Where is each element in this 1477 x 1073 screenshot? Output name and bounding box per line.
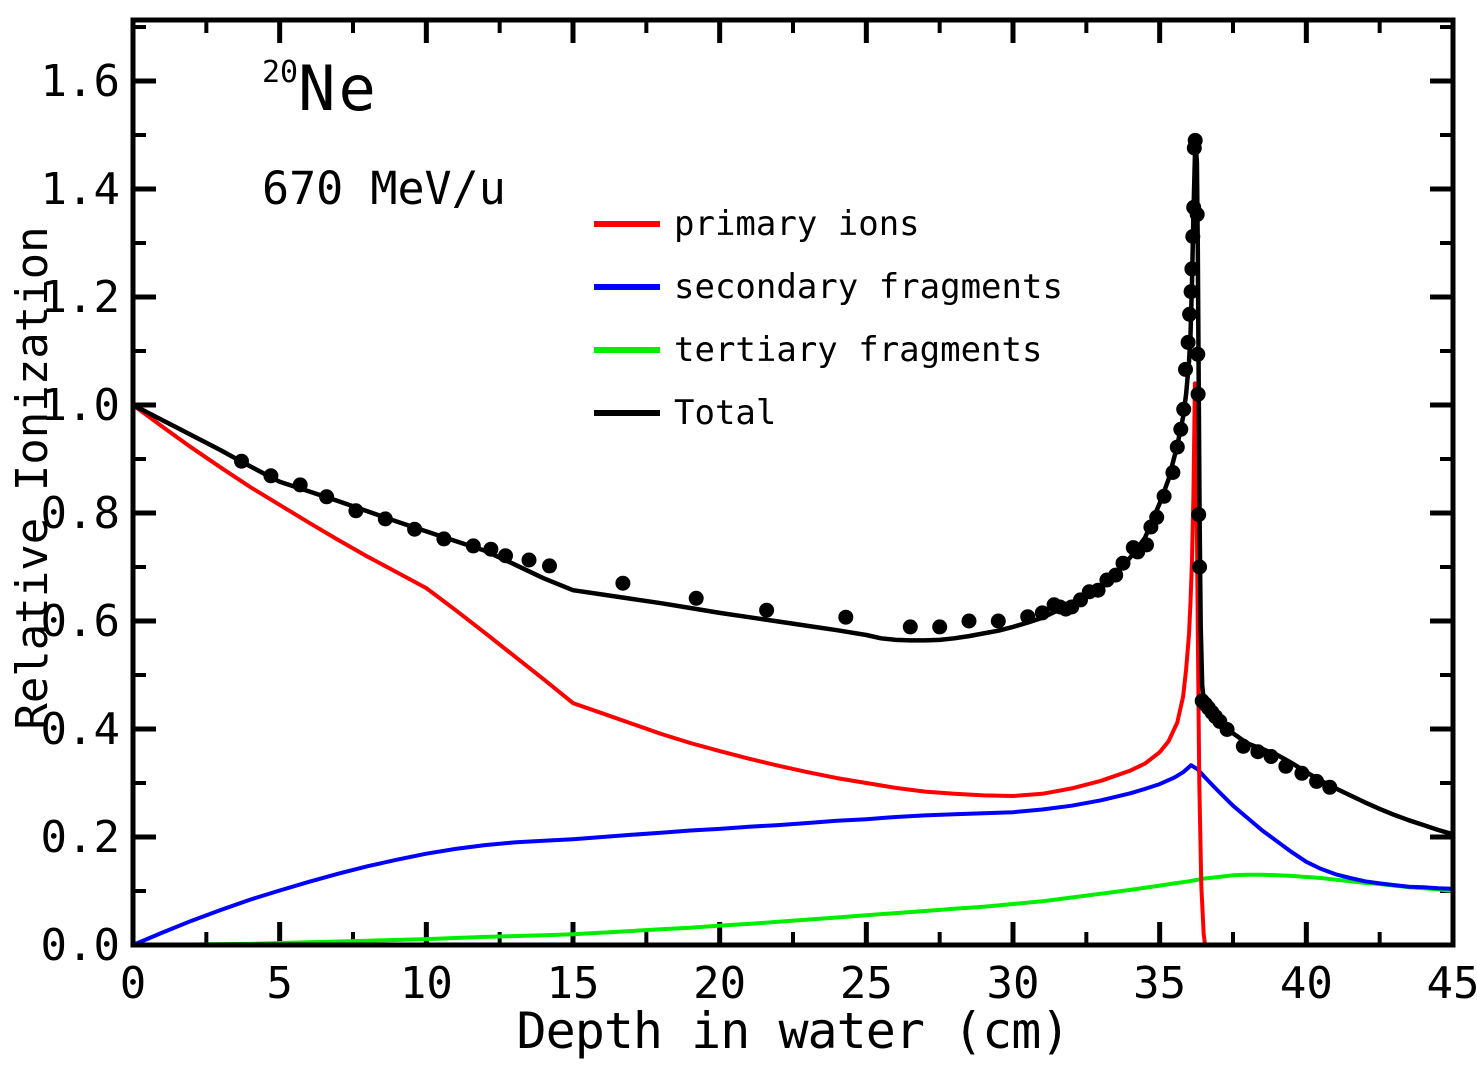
legend-swatch-secondary-fragments <box>594 284 660 290</box>
y-tick-label: 1.6 <box>41 56 120 107</box>
legend: primary ions secondary fragments tertiary … <box>594 207 1063 459</box>
data-point <box>1309 773 1325 789</box>
data-point <box>465 538 481 554</box>
x-tick-label: 20 <box>693 958 746 1009</box>
data-point <box>1187 132 1203 148</box>
data-point <box>319 489 335 505</box>
data-point <box>1173 421 1189 437</box>
y-tick-label: 0.6 <box>41 596 120 647</box>
data-point <box>1115 555 1131 571</box>
data-point <box>1034 605 1050 621</box>
y-tick-label: 0.2 <box>41 812 120 863</box>
data-point <box>759 602 775 618</box>
legend-item-primary-ions: primary ions <box>594 207 1063 241</box>
data-point <box>1182 306 1198 322</box>
legend-label-secondary-fragments: secondary fragments <box>674 267 1063 307</box>
tertiary-fragments-curve <box>131 872 1455 947</box>
data-point <box>615 575 631 591</box>
data-point <box>990 613 1006 629</box>
x-tick-label: 15 <box>547 958 600 1009</box>
data-point <box>1169 439 1185 455</box>
axis-ticks <box>130 20 1456 948</box>
data-point <box>542 558 557 574</box>
measured-data-points <box>234 132 1338 795</box>
legend-label-primary-ions: primary ions <box>674 204 920 244</box>
data-point <box>436 531 452 547</box>
data-point <box>1090 582 1106 598</box>
data-point <box>263 468 279 484</box>
data-point <box>1250 744 1266 760</box>
y-tick-label: 0.0 <box>41 920 120 971</box>
y-tick-label: 0.4 <box>41 704 120 755</box>
data-point <box>1165 465 1181 480</box>
x-tick-label: 40 <box>1280 958 1333 1009</box>
x-tick-label: 5 <box>266 958 293 1009</box>
y-tick-label: 0.8 <box>41 488 120 539</box>
data-point <box>932 619 948 635</box>
data-point <box>1190 346 1206 362</box>
x-tick-label: 35 <box>1133 958 1186 1009</box>
legend-item-secondary-fragments: secondary fragments <box>594 270 1063 304</box>
data-point <box>377 511 393 527</box>
data-point <box>961 613 977 629</box>
data-point <box>1190 386 1206 402</box>
data-point <box>1176 401 1192 417</box>
data-point <box>1149 509 1165 525</box>
data-point <box>1294 765 1310 781</box>
x-tick-label: 45 <box>1427 958 1477 1009</box>
data-point <box>483 541 499 557</box>
data-point <box>1185 229 1201 244</box>
data-point <box>407 521 423 537</box>
data-point <box>1183 284 1199 300</box>
data-point <box>1156 488 1172 504</box>
data-point <box>1180 334 1196 350</box>
data-point <box>1192 559 1208 575</box>
isotope-title: 20Ne <box>262 58 379 120</box>
legend-swatch-primary-ions <box>594 221 660 227</box>
x-tick-label: 25 <box>840 958 893 1009</box>
legend-label-tertiary-fragments: tertiary fragments <box>674 330 1043 370</box>
beam-energy-label: 670 MeV/u <box>262 162 506 215</box>
data-point <box>1189 206 1205 222</box>
legend-swatch-tertiary-fragments <box>594 347 660 353</box>
data-point <box>1184 261 1200 277</box>
data-point <box>838 609 854 625</box>
data-point <box>1322 779 1338 795</box>
isotope-mass-superscript: 20 <box>262 55 299 90</box>
data-point <box>1263 749 1279 764</box>
legend-item-total: Total <box>594 396 1063 430</box>
data-point <box>292 477 308 493</box>
primary-ions-curve <box>131 381 1208 947</box>
data-point <box>1235 738 1251 754</box>
data-point <box>234 453 249 469</box>
legend-swatch-total <box>594 410 660 416</box>
data-point <box>1139 537 1154 553</box>
data-point <box>1219 722 1235 737</box>
y-tick-label: 1.4 <box>41 164 120 215</box>
data-point <box>1191 507 1207 523</box>
data-point <box>688 590 704 606</box>
data-point <box>498 548 513 564</box>
x-tick-label: 30 <box>987 958 1040 1009</box>
secondary-fragments-curve <box>131 763 1455 947</box>
data-point <box>902 619 918 635</box>
data-point <box>1178 361 1193 377</box>
data-point <box>1020 609 1036 625</box>
isotope-symbol: Ne <box>298 52 379 125</box>
plot-border <box>130 17 1456 948</box>
x-tick-label: 10 <box>400 958 453 1009</box>
x-axis-title: Depth in water (cm) <box>516 1002 1071 1060</box>
y-tick-label: 1.2 <box>41 272 120 323</box>
y-axis-title: Relative Ionization <box>7 226 58 730</box>
legend-label-total: Total <box>674 393 777 433</box>
legend-item-tertiary-fragments: tertiary fragments <box>594 333 1063 367</box>
data-point <box>521 552 537 568</box>
data-point <box>1108 567 1124 583</box>
data-point <box>348 503 364 519</box>
data-point <box>1278 758 1294 774</box>
x-tick-label: 0 <box>120 958 147 1009</box>
y-tick-label: 1.0 <box>41 380 120 431</box>
